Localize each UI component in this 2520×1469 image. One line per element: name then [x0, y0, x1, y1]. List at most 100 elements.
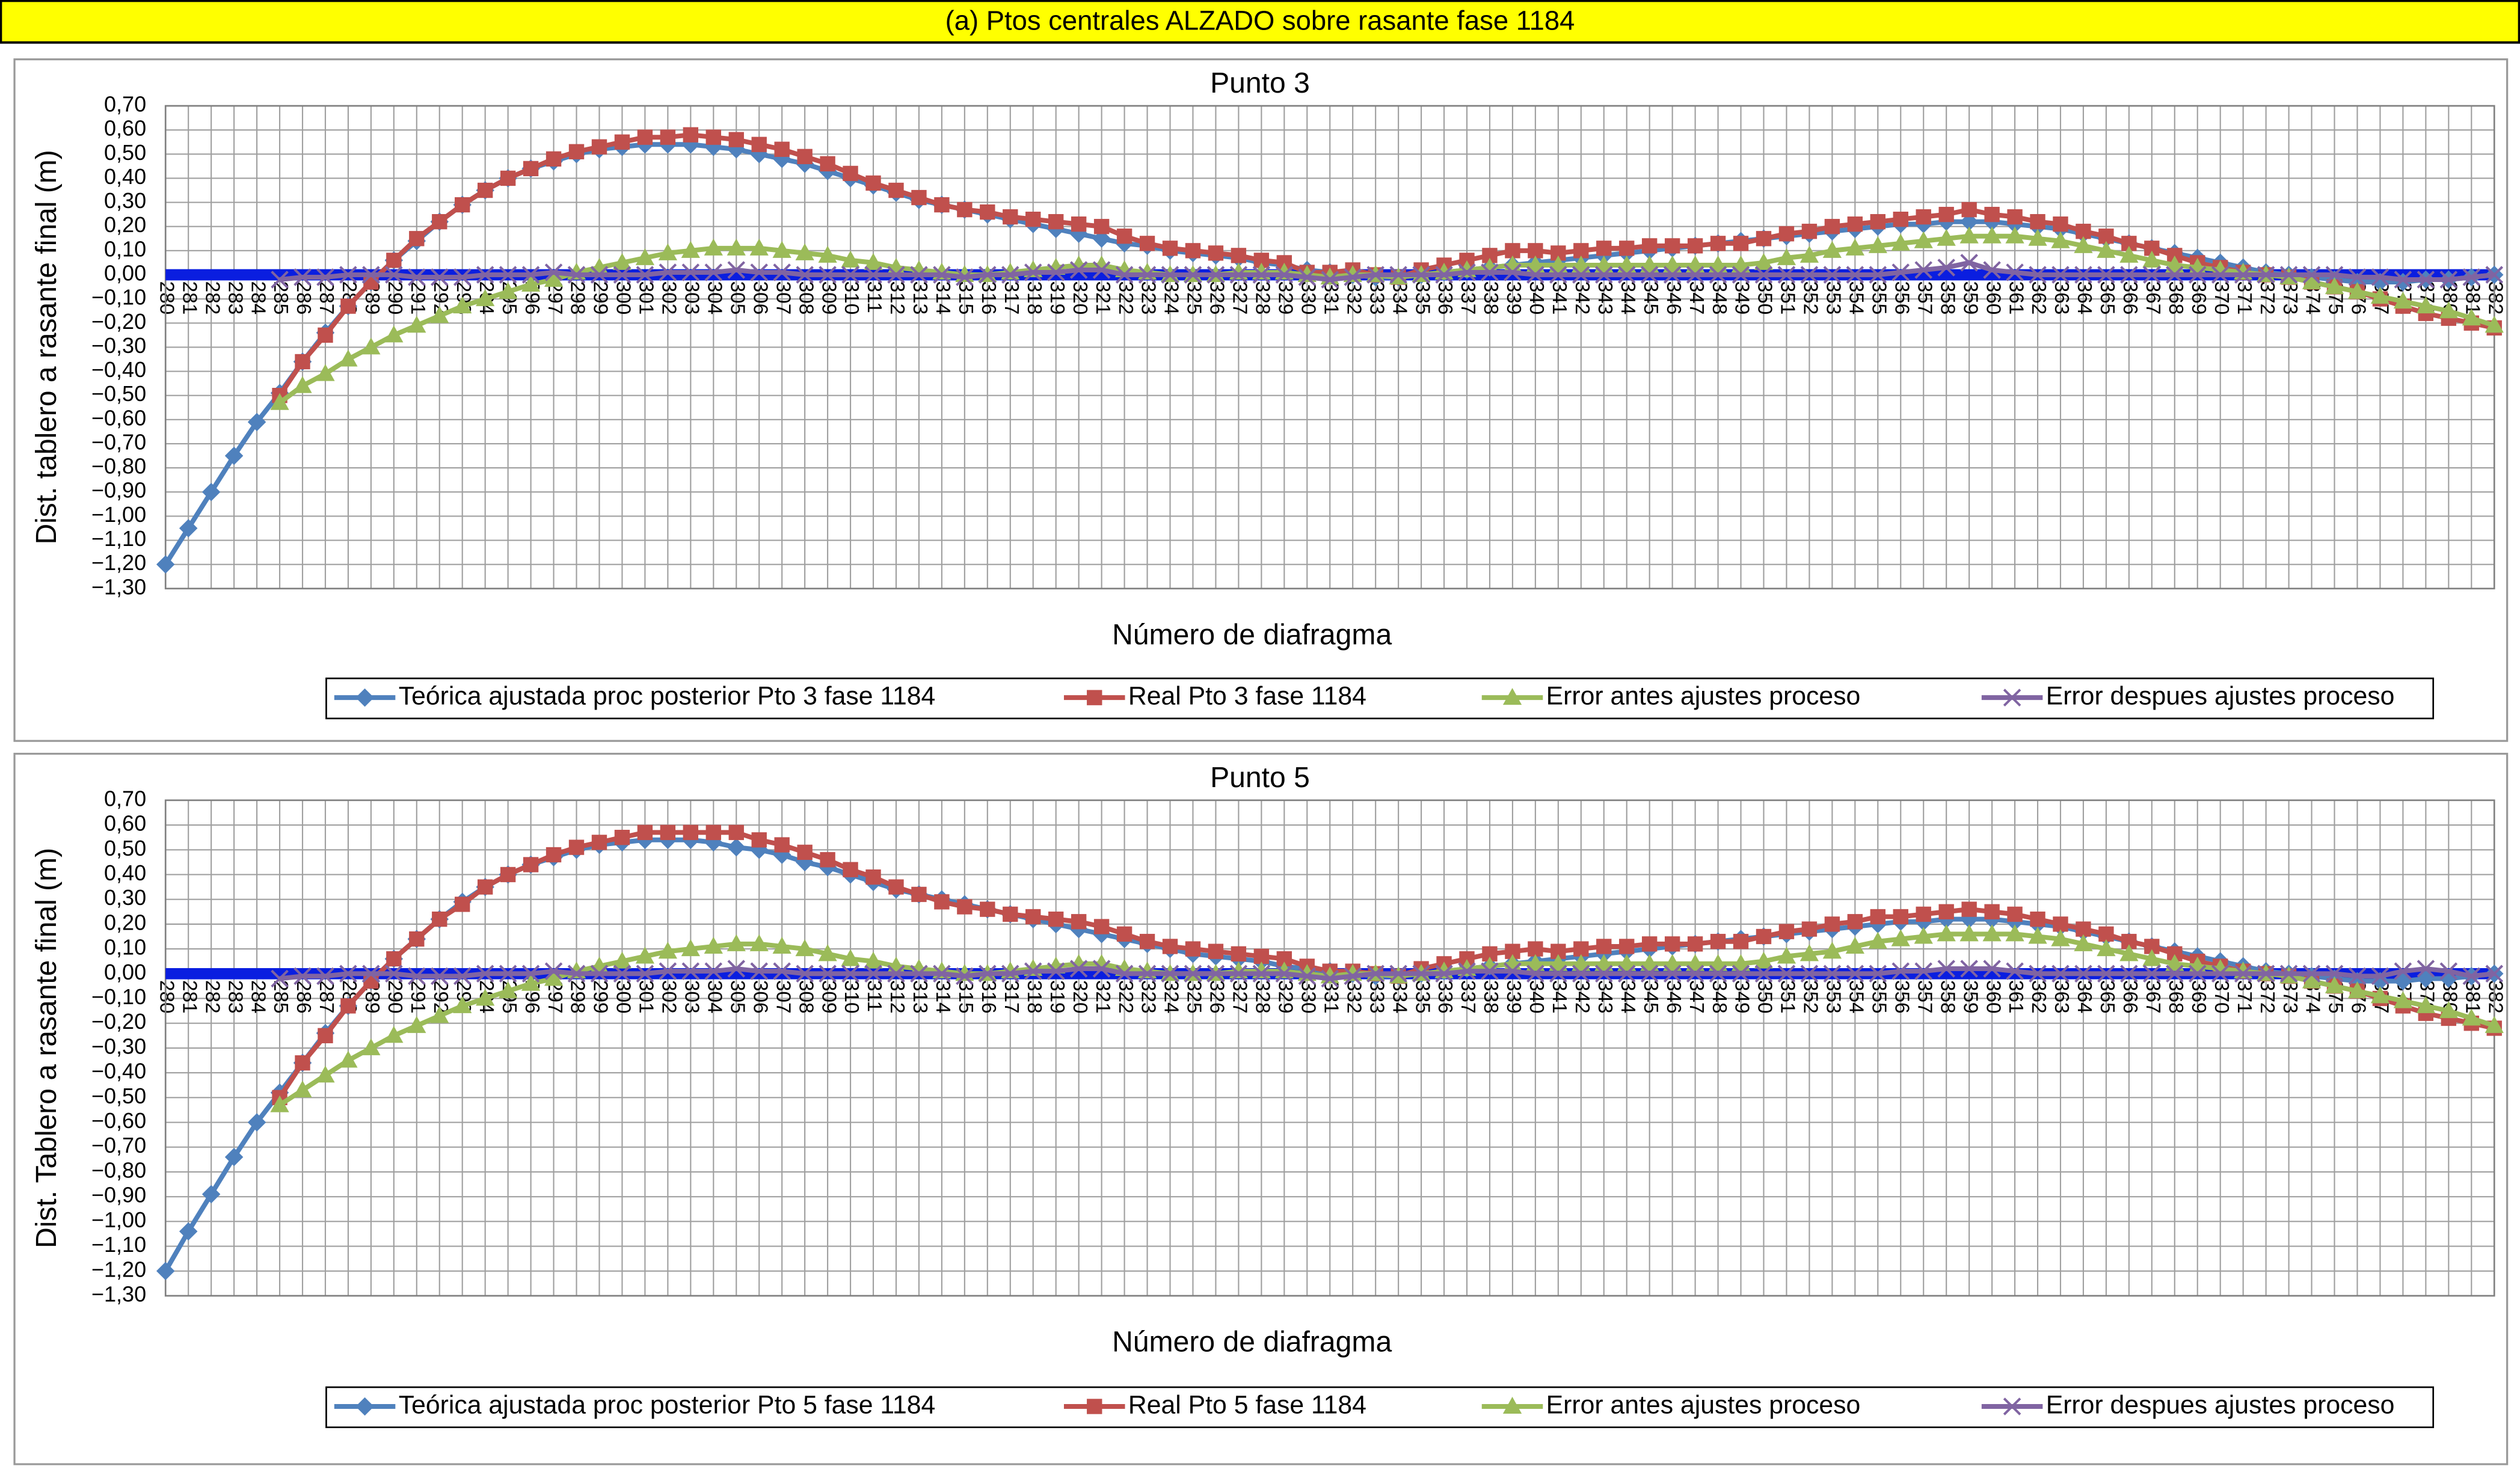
- marker: [820, 156, 835, 172]
- marker: [2165, 255, 2184, 272]
- marker: [637, 824, 653, 841]
- marker: [1709, 266, 1727, 284]
- marker: [774, 837, 790, 853]
- y-axis-title: Dist. tablero a rasante final (m): [31, 150, 63, 544]
- marker: [2417, 960, 2435, 978]
- x-tick-label: 356: [1890, 980, 1913, 1014]
- marker: [1617, 266, 1636, 284]
- marker: [2485, 965, 2504, 983]
- y-tick-label: 0,30: [104, 885, 146, 910]
- marker: [1824, 916, 1840, 932]
- marker: [2142, 949, 2162, 966]
- marker: [1823, 965, 1842, 983]
- marker: [683, 824, 699, 841]
- x-tick-label: 311: [863, 281, 885, 313]
- marker: [1708, 255, 1728, 272]
- marker: [545, 151, 562, 167]
- marker: [1526, 965, 1544, 983]
- marker: [453, 268, 472, 286]
- marker: [384, 325, 404, 343]
- marker: [635, 248, 655, 265]
- marker: [1549, 954, 1568, 971]
- marker: [1069, 960, 1088, 978]
- marker: [1116, 228, 1132, 244]
- x-tick-label: 357: [1913, 980, 1935, 1014]
- x-tick-label: 338: [1480, 281, 1502, 315]
- marker: [1777, 266, 1796, 284]
- marker: [1001, 266, 1019, 284]
- marker: [1528, 941, 1543, 957]
- marker: [2076, 921, 2091, 937]
- x-tick-label: 308: [794, 281, 817, 315]
- x-tick-label: 304: [703, 980, 725, 1014]
- marker: [865, 869, 881, 885]
- y-tick-label: −0,90: [91, 478, 146, 503]
- marker: [409, 931, 425, 947]
- marker: [499, 981, 518, 999]
- marker: [2370, 986, 2390, 1004]
- x-tick-label: 341: [1548, 980, 1570, 1014]
- legend: [325, 677, 2435, 720]
- chart-title: Punto 5: [1210, 762, 1310, 794]
- marker: [1572, 255, 1591, 272]
- marker: [1799, 944, 1819, 961]
- x-tick-label: 339: [1502, 281, 1525, 315]
- marker: [591, 139, 607, 155]
- marker: [819, 965, 837, 983]
- y-tick-label: 0,70: [104, 92, 146, 117]
- marker: [1685, 255, 1705, 272]
- x-tick-label: 346: [1662, 281, 1685, 315]
- marker: [1664, 238, 1680, 254]
- marker: [637, 129, 653, 145]
- x-tick-label: 329: [1274, 980, 1296, 1014]
- x-tick-label: 353: [1822, 281, 1845, 315]
- x-tick-label: 344: [1617, 980, 1639, 1014]
- marker: [2166, 965, 2184, 983]
- marker: [2074, 266, 2092, 284]
- x-tick-label: 313: [909, 281, 931, 315]
- marker: [1845, 238, 1864, 256]
- marker: [1891, 929, 1910, 946]
- x-tick-label: 307: [772, 980, 794, 1014]
- marker: [2166, 266, 2184, 284]
- x-tick-label: 336: [1434, 281, 1456, 315]
- marker: [2371, 268, 2389, 286]
- marker: [2485, 266, 2504, 284]
- x-tick-label: 300: [612, 980, 635, 1014]
- marker: [1048, 911, 1064, 927]
- x-tick-label: 333: [1365, 281, 1388, 315]
- x-tick-label: 334: [1388, 980, 1410, 1014]
- marker: [2325, 976, 2344, 993]
- x-tick-label: 373: [2279, 281, 2301, 315]
- x-tick-label: 282: [201, 980, 223, 1014]
- x-tick-label: 382: [2484, 980, 2506, 1014]
- marker: [1231, 946, 1247, 961]
- marker: [430, 268, 449, 286]
- marker: [1139, 934, 1155, 949]
- marker: [1344, 967, 1362, 986]
- marker: [1252, 965, 1271, 983]
- marker: [1983, 261, 2001, 279]
- marker: [385, 266, 403, 284]
- x-tick-label: 330: [1297, 281, 1319, 315]
- banner-title: (a) Ptos centrales ALZADO sobre rasante …: [945, 5, 1575, 35]
- marker: [843, 165, 858, 182]
- plot-border: [164, 105, 2495, 590]
- marker: [681, 241, 700, 258]
- marker: [476, 289, 495, 307]
- marker: [316, 364, 335, 381]
- x-tick-label: 286: [292, 281, 315, 315]
- marker: [270, 393, 289, 410]
- marker: [499, 266, 517, 284]
- marker: [2051, 266, 2070, 284]
- marker: [1754, 266, 1773, 284]
- marker: [2051, 231, 2070, 248]
- marker: [1754, 965, 1773, 983]
- marker: [476, 989, 495, 1006]
- x-tick-label: 365: [2096, 980, 2118, 1014]
- marker: [1206, 965, 1225, 983]
- y-tick-label: −0,50: [91, 1084, 146, 1108]
- legend-label: Error antes ajustes proceso: [1546, 1390, 1861, 1419]
- marker: [1208, 245, 1224, 261]
